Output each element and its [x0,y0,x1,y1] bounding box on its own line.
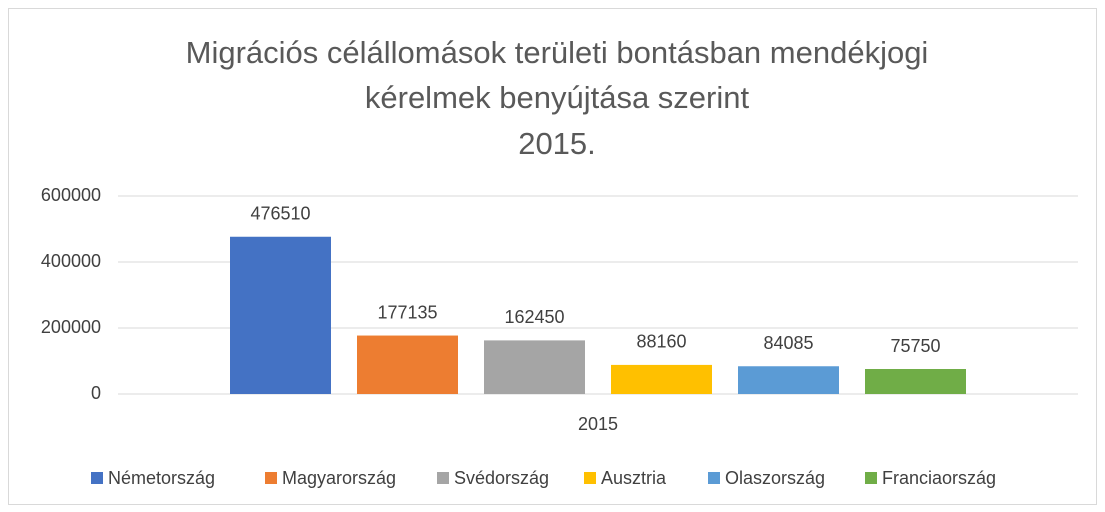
legend-swatch [584,472,596,484]
data-label: 88160 [636,332,686,352]
legend-label: Magyarország [282,468,396,488]
y-tick-label: 0 [91,383,101,403]
data-label: 162450 [504,307,564,327]
y-tick-label: 200000 [41,317,101,337]
chart-border [8,8,1097,505]
legend-swatch [265,472,277,484]
data-label: 75750 [890,336,940,356]
legend-swatch [865,472,877,484]
legend-swatch [708,472,720,484]
legend-label: Németország [108,468,215,488]
legend-label: Ausztria [601,468,667,488]
bar [230,236,331,394]
data-label: 476510 [250,204,310,224]
chart-title: 2015. [518,126,596,161]
legend-label: Svédország [454,468,549,488]
bar [484,340,585,394]
bar [738,366,839,394]
legend-label: Olaszország [725,468,825,488]
x-tick-label: 2015 [578,414,618,434]
chart-title: Migrációs célállomások területi bontásba… [186,35,929,70]
bar [865,369,966,394]
y-tick-label: 600000 [41,185,101,205]
bar [357,335,458,394]
chart-title: kérelmek benyújtása szerint [365,80,750,115]
legend-label: Franciaország [882,468,996,488]
y-tick-label: 400000 [41,251,101,271]
bar [611,364,712,394]
legend-swatch [437,472,449,484]
data-label: 177135 [377,302,437,322]
data-label: 84085 [763,333,813,353]
legend-swatch [91,472,103,484]
